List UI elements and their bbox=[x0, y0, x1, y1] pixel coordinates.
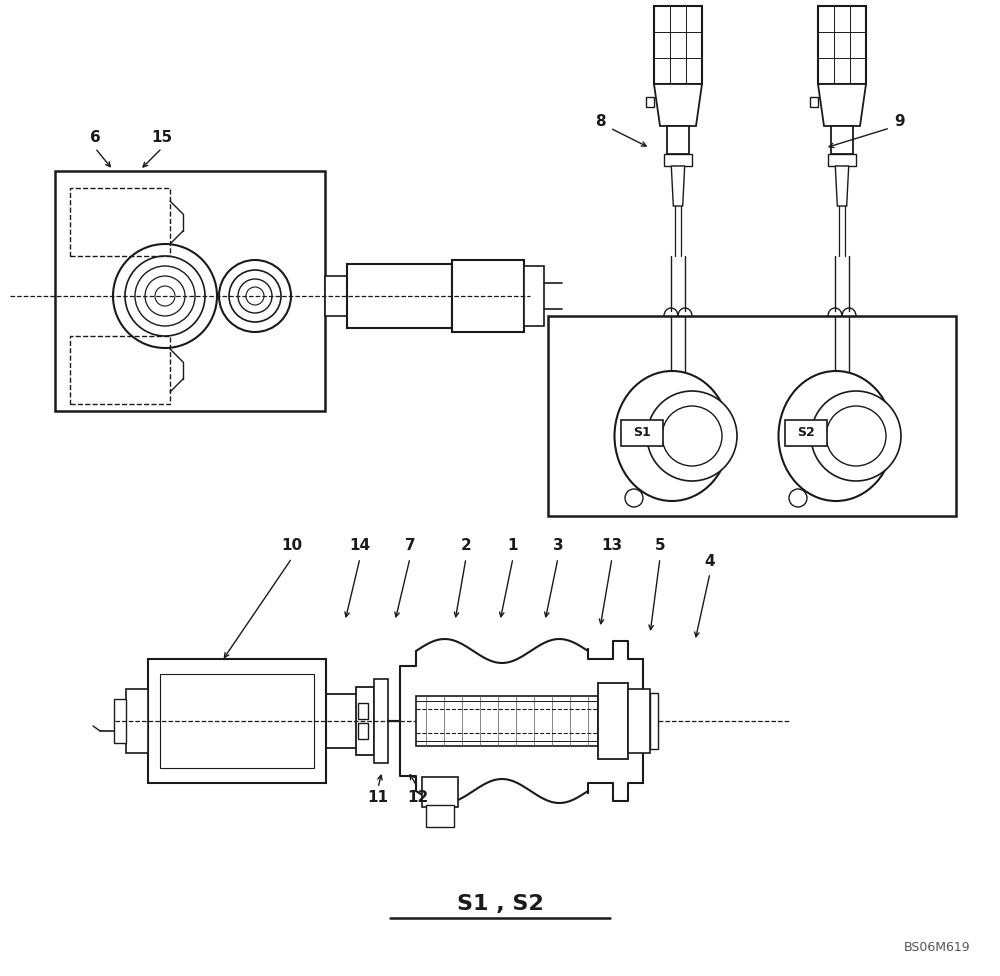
Bar bbox=[452, 260, 524, 332]
Bar bbox=[650, 693, 658, 749]
Text: 11: 11 bbox=[368, 791, 388, 805]
Bar bbox=[524, 266, 544, 326]
Ellipse shape bbox=[778, 371, 894, 501]
Bar bbox=[358, 723, 368, 739]
Text: 4: 4 bbox=[705, 553, 715, 568]
Ellipse shape bbox=[614, 371, 730, 501]
Text: 12: 12 bbox=[407, 791, 429, 805]
Bar bbox=[628, 689, 650, 753]
Text: 1: 1 bbox=[508, 539, 518, 553]
Bar bbox=[356, 687, 374, 755]
Bar bbox=[818, 6, 866, 84]
Bar bbox=[667, 126, 689, 154]
Polygon shape bbox=[818, 84, 866, 126]
Circle shape bbox=[811, 391, 901, 481]
Bar bbox=[70, 336, 170, 404]
Text: BS06M619: BS06M619 bbox=[903, 941, 970, 954]
Bar bbox=[810, 97, 818, 107]
Polygon shape bbox=[654, 84, 702, 126]
Bar bbox=[55, 171, 325, 411]
Text: 14: 14 bbox=[349, 539, 371, 553]
Text: 13: 13 bbox=[601, 539, 623, 553]
Bar bbox=[126, 689, 148, 753]
Bar bbox=[70, 188, 170, 256]
Bar bbox=[426, 805, 454, 827]
Bar bbox=[598, 683, 628, 759]
Text: 2: 2 bbox=[461, 539, 471, 553]
Bar bbox=[664, 154, 692, 166]
Text: S2: S2 bbox=[797, 427, 815, 439]
Bar bbox=[148, 659, 326, 783]
Text: 10: 10 bbox=[281, 539, 303, 553]
Bar bbox=[374, 679, 388, 763]
Polygon shape bbox=[671, 166, 685, 206]
Bar bbox=[416, 696, 598, 746]
Bar bbox=[358, 703, 368, 719]
Text: 8: 8 bbox=[595, 113, 605, 129]
Bar bbox=[646, 97, 654, 107]
Polygon shape bbox=[835, 166, 849, 206]
Bar bbox=[785, 420, 827, 446]
Text: 9: 9 bbox=[895, 113, 905, 129]
Bar bbox=[621, 420, 663, 446]
Bar bbox=[831, 126, 853, 154]
Bar bbox=[114, 699, 126, 743]
Text: S1: S1 bbox=[633, 427, 651, 439]
Text: 5: 5 bbox=[655, 539, 665, 553]
Bar bbox=[347, 264, 452, 328]
Bar bbox=[828, 154, 856, 166]
Text: 3: 3 bbox=[553, 539, 563, 553]
Text: 6: 6 bbox=[90, 131, 100, 145]
Circle shape bbox=[647, 391, 737, 481]
Text: 7: 7 bbox=[405, 539, 415, 553]
Text: S1 , S2: S1 , S2 bbox=[457, 894, 543, 914]
Bar bbox=[654, 6, 702, 84]
Text: 15: 15 bbox=[151, 131, 173, 145]
Bar bbox=[548, 316, 956, 516]
Bar bbox=[325, 276, 347, 316]
Bar bbox=[422, 777, 458, 807]
Bar bbox=[160, 674, 314, 768]
